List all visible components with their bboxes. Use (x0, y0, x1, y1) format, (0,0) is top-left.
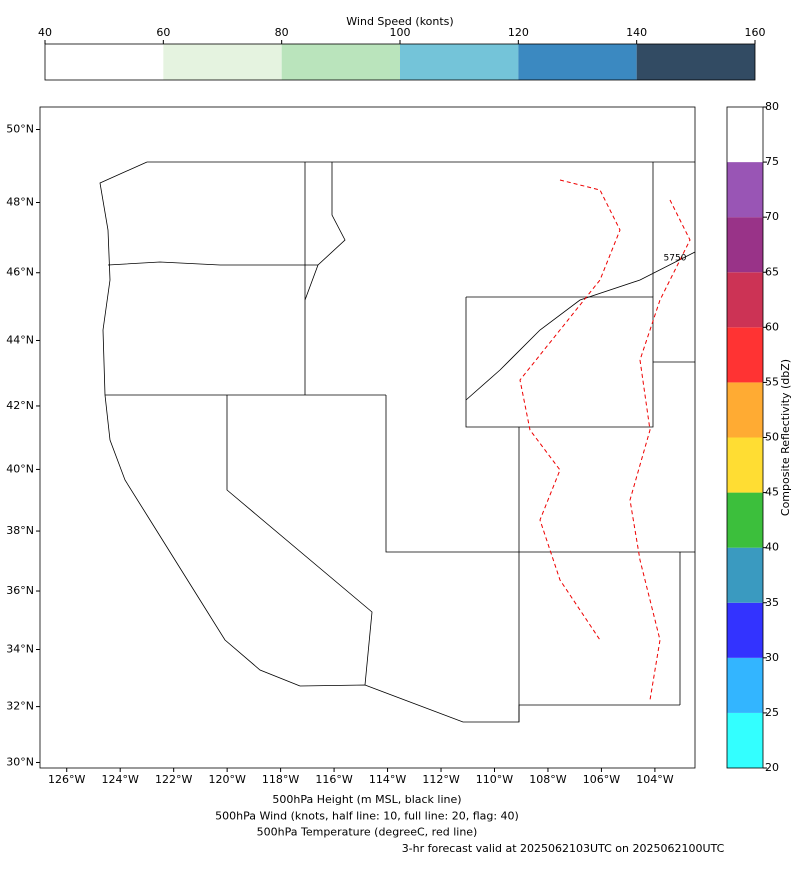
colorbar-tick-label: 65 (765, 265, 779, 278)
x-tick-label: 120°W (208, 773, 245, 786)
colorbar-bin (727, 327, 763, 383)
caption: 500hPa Height (m MSL, black line) (272, 793, 461, 806)
colorbar-bin (400, 44, 519, 80)
y-tick-label: 42°N (6, 399, 34, 412)
colorbar-tick-label: 30 (765, 651, 779, 664)
y-tick-label: 40°N (6, 462, 34, 475)
x-tick-label: 110°W (476, 773, 513, 786)
y-tick-label: 36°N (6, 584, 34, 597)
state-outlines (99, 161, 696, 723)
colorbar-tick-label: 75 (765, 155, 779, 168)
colorbar-tick-label: 80 (765, 100, 779, 113)
x-tick-label: 126°W (48, 773, 85, 786)
colorbar-bin (163, 44, 282, 80)
caption: 500hPa Wind (knots, half line: 10, full … (215, 809, 519, 822)
colorbar-tick-label: 40 (765, 541, 779, 554)
y-tick-label: 48°N (6, 196, 34, 209)
colorbar-bin (727, 657, 763, 713)
map-frame (39, 106, 696, 769)
y-tick-label: 32°N (6, 700, 34, 713)
colorbar-label: Composite Reflectivity (dbZ) (779, 359, 792, 516)
caption: 3-hr forecast valid at 2025062103UTC on … (402, 842, 725, 855)
caption: 500hPa Temperature (degreeC, red line) (257, 826, 478, 839)
x-tick-label: 118°W (262, 773, 299, 786)
y-tick-label: 38°N (6, 524, 34, 537)
colorbar-tick-label: 100 (390, 26, 411, 39)
y-tick-label: 44°N (6, 333, 34, 346)
x-tick-label: 116°W (315, 773, 352, 786)
colorbar-bin (727, 712, 763, 768)
colorbar-tick-label: 160 (745, 26, 766, 39)
colorbar-bin (727, 437, 763, 493)
y-tick-label: 34°N (6, 642, 34, 655)
colorbar-tick-label: 35 (765, 596, 779, 609)
colorbar-tick-label: 140 (626, 26, 647, 39)
colorbar-tick-label: 55 (765, 375, 779, 388)
colorbar-bin (727, 602, 763, 658)
colorbar-bin (727, 162, 763, 218)
colorbar-tick-label: 50 (765, 431, 779, 444)
temperature-contours (519, 179, 691, 701)
x-tick-label: 108°W (529, 773, 566, 786)
colorbar-bin (727, 492, 763, 548)
x-tick-label: 104°W (636, 773, 673, 786)
colorbar-bin (281, 44, 400, 80)
x-tick-label: 122°W (155, 773, 192, 786)
colorbar-bin (45, 44, 164, 80)
colorbar-tick-label: 45 (765, 486, 779, 499)
x-tick-label: 106°W (583, 773, 620, 786)
colorbar-bin (636, 44, 755, 80)
colorbar-label: Wind Speed (konts) (346, 15, 453, 28)
colorbar-bin (727, 382, 763, 438)
colorbar-tick-label: 60 (765, 320, 779, 333)
y-tick-label: 30°N (6, 755, 34, 768)
x-tick-label: 114°W (369, 773, 406, 786)
colorbar-bin (727, 107, 763, 163)
colorbar-bin (518, 44, 637, 80)
colorbar-tick-label: 25 (765, 706, 779, 719)
y-tick-label: 50°N (6, 122, 34, 135)
contour-label: 5750 (664, 254, 687, 264)
colorbar-bin (727, 547, 763, 603)
colorbar-tick-label: 60 (156, 26, 170, 39)
x-tick-label: 124°W (102, 773, 139, 786)
colorbar-tick-label: 20 (765, 761, 779, 774)
x-tick-label: 112°W (422, 773, 459, 786)
colorbar-bin (727, 272, 763, 328)
colorbar-tick-label: 40 (38, 26, 52, 39)
colorbar-tick-label: 120 (508, 26, 529, 39)
colorbar-tick-label: 70 (765, 210, 779, 223)
y-tick-label: 46°N (6, 266, 34, 279)
colorbar-tick-label: 80 (275, 26, 289, 39)
colorbar-bin (727, 217, 763, 273)
